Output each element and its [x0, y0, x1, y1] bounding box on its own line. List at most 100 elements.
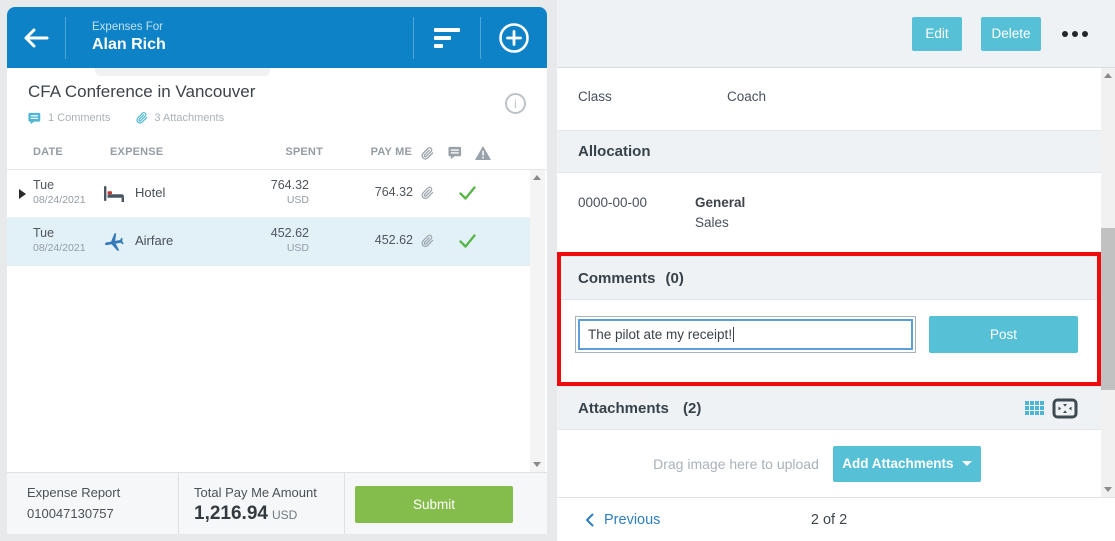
expand-view-icon[interactable]	[1052, 398, 1078, 419]
scroll-up-icon[interactable]	[533, 175, 541, 180]
column-spent: SPENT	[285, 146, 323, 158]
check-icon	[459, 186, 476, 205]
report-meta: 1 Comments 3 Attachments	[28, 111, 527, 125]
column-expense: EXPENSE	[110, 146, 164, 158]
more-icon	[1082, 30, 1088, 37]
expenses-for-block: Expenses For Alan Rich	[92, 20, 413, 55]
class-label: Class	[578, 89, 612, 104]
total-cell: Total Pay Me Amount 1,216.94 USD	[178, 473, 344, 534]
chevron-left-icon	[586, 513, 594, 526]
add-attachments-button[interactable]: Add Attachments	[832, 445, 981, 482]
submit-cell: Submit	[344, 473, 547, 534]
attachments-count: (2)	[683, 399, 702, 417]
allocation-account: General	[695, 195, 746, 210]
back-arrow-icon	[24, 28, 49, 47]
plane-icon	[102, 231, 126, 253]
spent-amount: 452.62	[270, 226, 309, 240]
more-icon	[1062, 30, 1068, 37]
caret-down-icon	[961, 461, 972, 466]
info-icon[interactable]: i	[505, 93, 526, 114]
spent-amount: 764.32	[270, 178, 309, 192]
attachment-dropzone[interactable]: Drag image here to upload Add Attachment…	[545, 430, 1089, 497]
allocation-title: Allocation	[578, 143, 651, 160]
total-pay-me-label: Total Pay Me Amount	[194, 485, 317, 500]
expense-list-scrollbar[interactable]	[530, 170, 545, 472]
scroll-down-icon[interactable]	[1104, 487, 1112, 492]
post-button[interactable]: Post	[929, 316, 1078, 353]
spent-currency: USD	[286, 194, 309, 206]
page-indicator: 2 of 2	[810, 511, 848, 528]
submit-button[interactable]: Submit	[355, 486, 513, 523]
employee-name: Alan Rich	[92, 36, 166, 53]
expense-list-panel: Expenses For Alan Rich CFA Conference in…	[7, 7, 547, 534]
attachments-title: Attachments	[578, 399, 669, 417]
allocation-content: 0000-00-00 General Sales	[557, 173, 1101, 256]
drag-hint-label: Drag image here to upload	[653, 455, 819, 472]
class-value: Coach	[727, 89, 767, 104]
paperclip-icon	[421, 185, 434, 206]
scroll-up-icon[interactable]	[1104, 73, 1112, 78]
paperclip-icon	[421, 146, 434, 164]
report-footer: Expense Report 010047130757 Total Pay Me…	[7, 472, 547, 534]
add-circle-icon	[499, 22, 529, 53]
attachments-section-header: Attachments (2)	[557, 386, 1101, 430]
sort-icon	[434, 27, 460, 48]
comments-section-header: Comments (0)	[557, 256, 1101, 300]
attachments-count-label: 3 Attachments	[154, 112, 225, 124]
expense-rows: Tue 08/24/2021 Hotel 764.32 USD 764.32	[7, 170, 530, 266]
expense-day: Tue	[33, 226, 55, 240]
expense-row-hotel[interactable]: Tue 08/24/2021 Hotel 764.32 USD 764.32	[7, 170, 530, 218]
detail-toolbar: Edit Delete	[557, 0, 1115, 68]
check-icon	[459, 234, 476, 253]
allocation-section-header: Allocation	[557, 130, 1101, 173]
comments-count-label: 1 Comments	[48, 112, 111, 124]
more-button[interactable]	[1060, 25, 1090, 43]
comment-icon	[448, 146, 463, 163]
column-pay-me: PAY ME	[370, 146, 412, 158]
expense-name: Airfare	[135, 233, 174, 248]
expense-day: Tue	[33, 178, 55, 192]
report-title: CFA Conference in Vancouver	[28, 82, 256, 101]
grid-view-icon[interactable]	[1025, 401, 1044, 415]
header-divider	[480, 16, 481, 59]
report-number-cell: Expense Report 010047130757	[7, 473, 178, 534]
previous-link[interactable]: Previous	[585, 512, 660, 528]
scroll-down-icon[interactable]	[533, 462, 541, 467]
header-under-shadow	[95, 68, 270, 76]
attachment-view-toggles	[1025, 398, 1078, 419]
expense-date: 08/24/2021	[33, 242, 86, 254]
scrollbar-thumb[interactable]	[1101, 228, 1115, 390]
previous-label: Previous	[604, 511, 661, 528]
expense-table-header: DATE EXPENSE SPENT PAY ME	[7, 135, 547, 170]
pay-me-amount: 452.62	[374, 233, 413, 247]
add-attachments-label: Add Attachments	[842, 456, 954, 471]
expense-row-airfare[interactable]: Tue 08/24/2021 Airfare 452.62 USD 452.62	[7, 218, 530, 266]
edit-button[interactable]: Edit	[912, 16, 962, 51]
text-cursor	[733, 327, 735, 342]
allocation-code: 0000-00-00	[578, 195, 648, 210]
report-title-block: CFA Conference in Vancouver 1 Comments 3…	[7, 68, 547, 135]
expense-detail-panel: Edit Delete Class Coach Allocation 0000-…	[557, 0, 1115, 541]
comment-input-text: The pilot ate my receipt!	[588, 327, 733, 342]
bed-icon	[102, 183, 126, 205]
row-marker-icon	[19, 189, 26, 199]
add-expense-button[interactable]	[481, 7, 547, 68]
comments-count: (0)	[665, 269, 684, 287]
pay-me-amount: 764.32	[374, 185, 413, 199]
sort-button[interactable]	[414, 7, 480, 68]
class-row: Class Coach	[557, 68, 1101, 130]
detail-scrollbar[interactable]	[1101, 68, 1115, 497]
back-button[interactable]	[7, 7, 65, 68]
header-divider	[65, 16, 66, 59]
expense-date: 08/24/2021	[33, 194, 86, 206]
comment-icon	[28, 112, 41, 124]
paperclip-icon	[136, 112, 148, 124]
paperclip-icon	[421, 233, 434, 254]
pagination-bar: Previous 2 of 2	[557, 497, 1115, 541]
comment-input[interactable]: The pilot ate my receipt!	[578, 319, 913, 350]
total-currency: USD	[271, 508, 298, 522]
comment-input-wrapper: The pilot ate my receipt!	[575, 316, 916, 353]
expense-report-number: 010047130757	[27, 506, 114, 521]
delete-button[interactable]: Delete	[981, 16, 1041, 51]
